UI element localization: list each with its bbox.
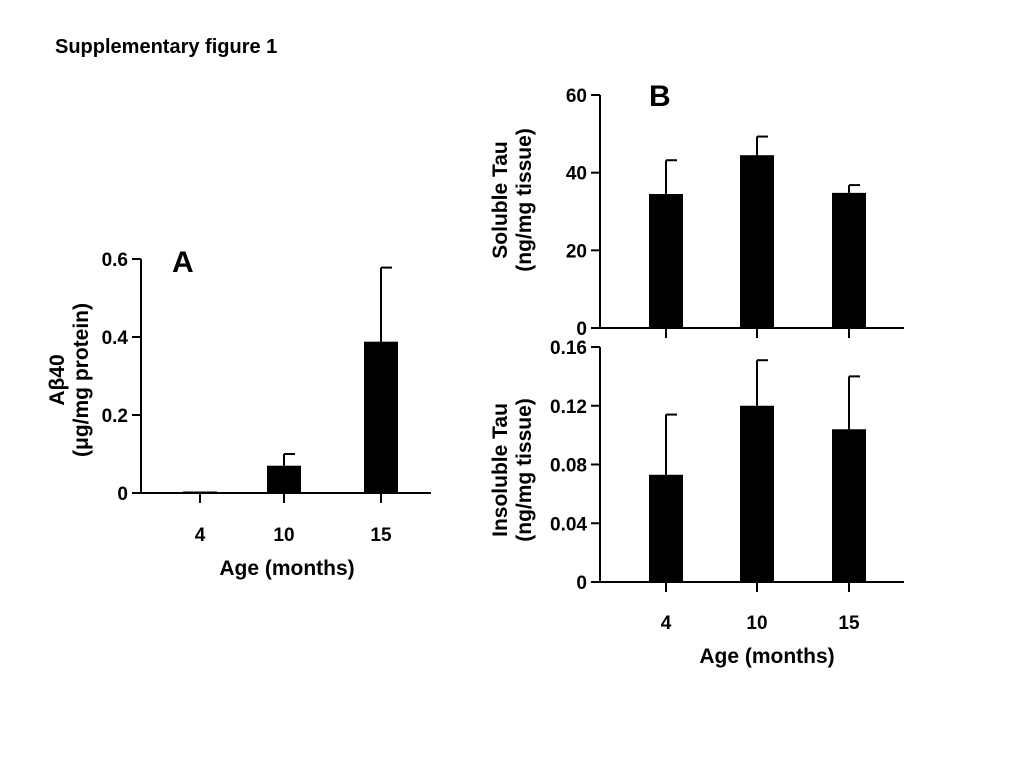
x-tick-label: 4 (661, 613, 672, 634)
x-tick-label: 15 (838, 613, 860, 634)
bar-15 (832, 429, 866, 582)
y-tick-label: 0.12 (550, 397, 587, 418)
bar-10 (267, 465, 301, 493)
y-tick-label: 0.6 (102, 250, 128, 271)
y-axis-title-line: Insoluble Tau (489, 403, 512, 537)
y-tick-label: 0.4 (102, 328, 129, 349)
y-tick-label: 0 (117, 484, 128, 505)
bar-10 (740, 155, 774, 328)
figure-title: Supplementary figure 1 (55, 36, 277, 58)
y-tick-label: 60 (566, 86, 587, 107)
x-tick-label: 4 (195, 525, 206, 546)
y-axis-title-line: (ng/mg tissue) (513, 128, 536, 272)
panel-b-soluble-tau-chart: 0 20 40 60 Soluble Tau(ng/mg tissue) B (489, 80, 904, 340)
y-tick-label: 0.2 (102, 406, 128, 427)
bar-4 (183, 491, 217, 493)
bar-15 (832, 192, 866, 328)
bar-10 (740, 405, 774, 582)
y-axis-title: Insoluble Tau(ng/mg tissue) (489, 398, 536, 542)
x-tick-label: 15 (370, 525, 392, 546)
y-axis-title-line: (ng/mg tissue) (513, 398, 536, 542)
y-axis-title: Soluble Tau(ng/mg tissue) (489, 128, 536, 272)
x-axis-title: Age (months) (699, 645, 834, 668)
y-tick-label: 0.04 (550, 514, 587, 535)
panel-a-chart: 0 0.2 0.4 0.6 4 10 15 Age (months) Aβ40(μg/mg pr… (46, 246, 431, 580)
panel-label: B (649, 80, 671, 113)
x-tick-label: 10 (273, 525, 294, 546)
y-axis-title-line: Soluble Tau (489, 141, 512, 258)
y-axis-title-line: Aβ40 (46, 354, 69, 405)
panel-label: A (172, 246, 194, 279)
y-tick-label: 0.16 (550, 338, 587, 359)
bar-4 (649, 194, 683, 328)
bar-15 (364, 341, 398, 493)
x-axis-title: Age (months) (219, 557, 354, 580)
y-tick-label: 20 (566, 241, 587, 262)
bar-4 (649, 474, 683, 582)
x-tick-label: 10 (746, 613, 767, 634)
y-tick-label: 40 (566, 164, 587, 185)
y-axis-title: Aβ40(μg/mg protein) (46, 303, 93, 457)
y-tick-label: 0.08 (550, 456, 587, 477)
y-tick-label: 0 (576, 573, 587, 594)
y-axis-title-line: (μg/mg protein) (70, 303, 93, 457)
y-tick-label: 0 (576, 319, 587, 340)
